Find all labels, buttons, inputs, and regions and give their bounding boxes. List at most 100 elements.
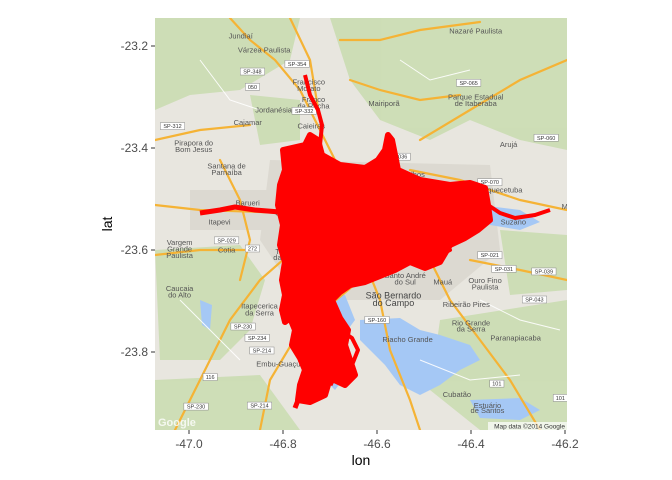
place-label: Caucaia (166, 284, 194, 293)
overlay-north-spur (303, 74, 324, 146)
road-shield: SP-060 (533, 134, 559, 142)
road-shield: SP-354 (284, 60, 310, 68)
place-label: Suzano (501, 218, 526, 227)
road-shield-box (477, 251, 503, 259)
road-shield: SP-039 (531, 267, 557, 276)
place-label: Bom Jesus (175, 145, 212, 154)
place-label: Estuário (474, 401, 502, 410)
road-shield-label: 101 (556, 396, 565, 402)
place-label: do Alto (168, 290, 191, 299)
overlay-east-spur (486, 203, 551, 220)
place-label: Itapevi (208, 218, 230, 227)
road-shield-box (284, 60, 310, 68)
place-label: Jundiaí (229, 31, 254, 40)
road-shield: 272 (245, 244, 260, 253)
x-tick-label: -47.0 (175, 437, 203, 451)
place-label: Rio Grande (452, 318, 490, 327)
road-shield: SP-312 (160, 122, 186, 130)
road-shield-label: SP-043 (525, 298, 543, 304)
place-label: Jordanésia (255, 105, 293, 114)
road-shield-box (531, 267, 557, 276)
x-tick-label: -46.2 (551, 437, 579, 451)
road-shield-box (477, 178, 503, 186)
data-overlay (199, 74, 551, 409)
road-shield-label: SP-031 (495, 267, 513, 273)
road-shield: SP-065 (456, 79, 482, 87)
y-axis: -23.2 -23.4 -23.6 -23.8 (121, 39, 155, 359)
road-shield: 050 (245, 83, 260, 91)
place-label: Ouro Fino (468, 276, 501, 285)
y-tick-label: -23.6 (121, 243, 149, 257)
road-shield-box (247, 401, 272, 410)
road-shield-box (245, 83, 260, 91)
place-label: Parnaíba (211, 168, 242, 177)
road-shield-label: SP-070 (481, 180, 499, 186)
place-label: Santo André (385, 271, 426, 280)
road-shield-box (202, 373, 218, 381)
place-label: Nazaré Paulista (449, 26, 503, 35)
map-attribution: Map data ©2014 Google (494, 423, 565, 431)
road-shield: 101 (552, 394, 567, 402)
road-shield-label: 050 (248, 85, 257, 91)
place-label: Itapecerica (241, 302, 279, 311)
place-label: de Itaberaba (455, 99, 498, 108)
place-label: Itaquaquecetuba (467, 185, 524, 194)
place-label: Cajamar (234, 118, 263, 127)
road-shield-label: SP-065 (459, 81, 477, 87)
road-shield-label: SP-214 (253, 349, 271, 355)
place-label: Ribeirão Pires (443, 300, 490, 309)
road-shield-box (456, 79, 482, 87)
road-shield-box (245, 244, 260, 253)
road-shield: SP-332 (291, 107, 317, 115)
road-shield: SP-234 (244, 334, 270, 342)
minor-roads (179, 59, 561, 381)
place-label: Riacho Grande (382, 335, 432, 344)
road-shield: SP-070 (477, 178, 503, 186)
road-shields: SP-354SP-348050SP-332SP-312SP-065SP-036S… (160, 60, 567, 411)
place-label: Paranapiacaba (490, 333, 541, 342)
road-shield-label: SP-332 (295, 109, 313, 115)
city-label: do Campo (373, 298, 415, 308)
place-label: Grande (167, 245, 192, 254)
road-shield-label: SP-060 (537, 136, 555, 142)
place-label: Francisco (293, 77, 326, 86)
place-label: Mogi (562, 202, 579, 211)
place-label: da Serra (245, 308, 275, 317)
road-shield: SP-029 (214, 236, 240, 244)
road-shield-label: SP-021 (481, 253, 499, 259)
place-label: Arujá (500, 140, 518, 149)
overlay-east-blob (426, 236, 452, 257)
place-label: Mairiporã (368, 99, 400, 108)
y-axis-title: lat (99, 217, 115, 232)
road-shield: SP-021 (477, 251, 503, 259)
road-shield: SP-230 (183, 402, 209, 411)
overlay-west-spur (199, 204, 281, 216)
y-tick-label: -23.2 (121, 39, 149, 53)
road-shield: SP-214 (249, 346, 275, 355)
terrain-patches (155, 18, 567, 430)
place-label: Paulista (166, 251, 194, 260)
road-shield: 101 (489, 379, 505, 388)
place-label: Parque Estadual (448, 93, 504, 102)
x-axis-title: lon (352, 452, 371, 468)
road-shield-label: SP-160 (368, 318, 386, 324)
x-axis: -47.0 -46.8 -46.6 -46.4 -46.2 (175, 430, 579, 451)
x-tick-label: -46.4 (457, 437, 485, 451)
road-shield-box (552, 394, 567, 402)
road-shield-box (522, 295, 547, 304)
road-shield-box (160, 122, 186, 130)
road-shield: SP-031 (491, 265, 517, 273)
place-label: do Sul (395, 278, 417, 287)
road-shield-label: 116 (206, 375, 215, 381)
road-shield-label: SP-348 (243, 70, 261, 76)
place-label: Vargem (167, 238, 193, 247)
road-shield: SP-043 (522, 295, 547, 304)
x-tick-label: -46.6 (363, 437, 391, 451)
road-shield: SP-230 (230, 322, 256, 331)
place-label: Santana de (207, 161, 245, 170)
road-shield-box (364, 316, 390, 324)
road-shield-box (240, 67, 265, 76)
overlay-main-region (275, 132, 493, 405)
road-shield-label: 101 (492, 382, 501, 388)
road-shield-label: SP-354 (288, 62, 306, 68)
